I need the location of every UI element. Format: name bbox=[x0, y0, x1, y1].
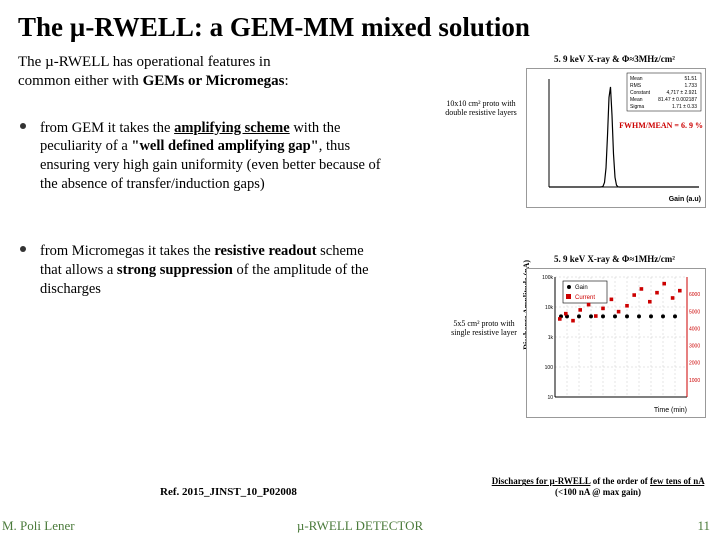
stat-const-label: Constant bbox=[630, 90, 651, 96]
stat-sigma-label: Sigma bbox=[630, 104, 644, 110]
b2-b1: resistive readout bbox=[214, 243, 316, 259]
fig2-svg: Gain Current Time (min) 10 100 1k 10k 100k 10… bbox=[527, 269, 705, 417]
footer-page: 11 bbox=[697, 518, 710, 534]
intro-bold: GEMs or Micromegas bbox=[143, 73, 285, 89]
page-title: The µ-RWELL: a GEM-MM mixed solution bbox=[0, 0, 720, 49]
stat-rms-label: RMS bbox=[630, 83, 642, 89]
fig1-svg: Mean 51.51 RMS 1.733 Constant 4,717 ± 2.921… bbox=[527, 69, 705, 207]
b2-b2: strong suppression bbox=[117, 262, 233, 278]
b1-b2: "well defined amplifying gap" bbox=[131, 138, 318, 154]
b1-b1: amplifying scheme bbox=[174, 120, 290, 136]
b1-p1: from GEM it takes the bbox=[40, 120, 174, 136]
reference: Ref. 2015_JINST_10_P02008 bbox=[160, 486, 297, 498]
svg-text:100k: 100k bbox=[542, 275, 553, 281]
stat-rms: 1.733 bbox=[684, 83, 697, 89]
svg-text:10k: 10k bbox=[545, 305, 554, 311]
svg-text:5000: 5000 bbox=[689, 309, 700, 315]
intro-l2: common either with bbox=[18, 73, 143, 89]
fig1-proto: 10x10 cm² proto with double resistive la… bbox=[442, 100, 520, 118]
intro-l1: The µ-RWELL has operational features in bbox=[18, 54, 271, 70]
fwhm-label: FWHM/MEAN = 6. 9 % bbox=[619, 121, 703, 130]
figure-gain-histogram: Mean 51.51 RMS 1.733 Constant 4,717 ± 2.921… bbox=[526, 68, 706, 208]
svg-text:10: 10 bbox=[547, 395, 553, 401]
svg-text:1k: 1k bbox=[548, 335, 554, 341]
svg-text:100: 100 bbox=[545, 365, 554, 371]
svg-text:6000: 6000 bbox=[689, 292, 700, 298]
intro-text: The µ-RWELL has operational features in … bbox=[0, 49, 380, 93]
svg-text:3000: 3000 bbox=[689, 344, 700, 350]
stat-mean-label: Mean bbox=[630, 76, 643, 82]
stat-mean: 51.51 bbox=[684, 76, 697, 82]
stat-mean2: 81.47 ± 0.002187 bbox=[658, 97, 697, 103]
legend-gain: Gain bbox=[575, 285, 588, 291]
fig2-title: 5. 9 keV X-ray & Φ≈1MHz/cm² bbox=[527, 254, 702, 264]
intro-tail: : bbox=[284, 73, 288, 89]
svg-text:2000: 2000 bbox=[689, 361, 700, 367]
bullet-micromegas: from Micromegas it takes the resistive r… bbox=[0, 234, 390, 303]
bullet-dot-icon bbox=[20, 246, 26, 252]
bullet-gem: from GEM it takes the amplifying scheme … bbox=[0, 111, 390, 198]
svg-text:4000: 4000 bbox=[689, 326, 700, 332]
figure-discharge-scatter: Gain Current Time (min) 10 100 1k 10k 100k 10… bbox=[526, 268, 706, 418]
footer-author: M. Poli Lener bbox=[2, 518, 75, 534]
fig1-xlabel: Gain (a.u) bbox=[669, 196, 701, 203]
fig1-title: 5. 9 keV X-ray & Φ≈3MHz/cm² bbox=[527, 54, 702, 64]
footer-title: µ-RWELL DETECTOR bbox=[297, 518, 423, 534]
fig2-xlabel: Time (min) bbox=[654, 407, 687, 414]
fig2-proto: 5x5 cm² proto with single resistive laye… bbox=[448, 320, 520, 338]
stat-const: 4,717 ± 2.921 bbox=[666, 90, 697, 96]
bullet-dot-icon bbox=[20, 123, 26, 129]
svg-text:1000: 1000 bbox=[689, 378, 700, 384]
legend-current: Current bbox=[575, 295, 595, 301]
stat-sigma: 1.71 ± 0.33 bbox=[672, 104, 697, 110]
stat-mean2-label: Mean bbox=[630, 97, 643, 103]
b2-p1: from Micromegas it takes the bbox=[40, 243, 214, 259]
discharge-note: Discharges for µ-RWELL of the order of f… bbox=[488, 476, 708, 498]
disch-u: Discharges for µ-RWELL bbox=[492, 476, 591, 486]
